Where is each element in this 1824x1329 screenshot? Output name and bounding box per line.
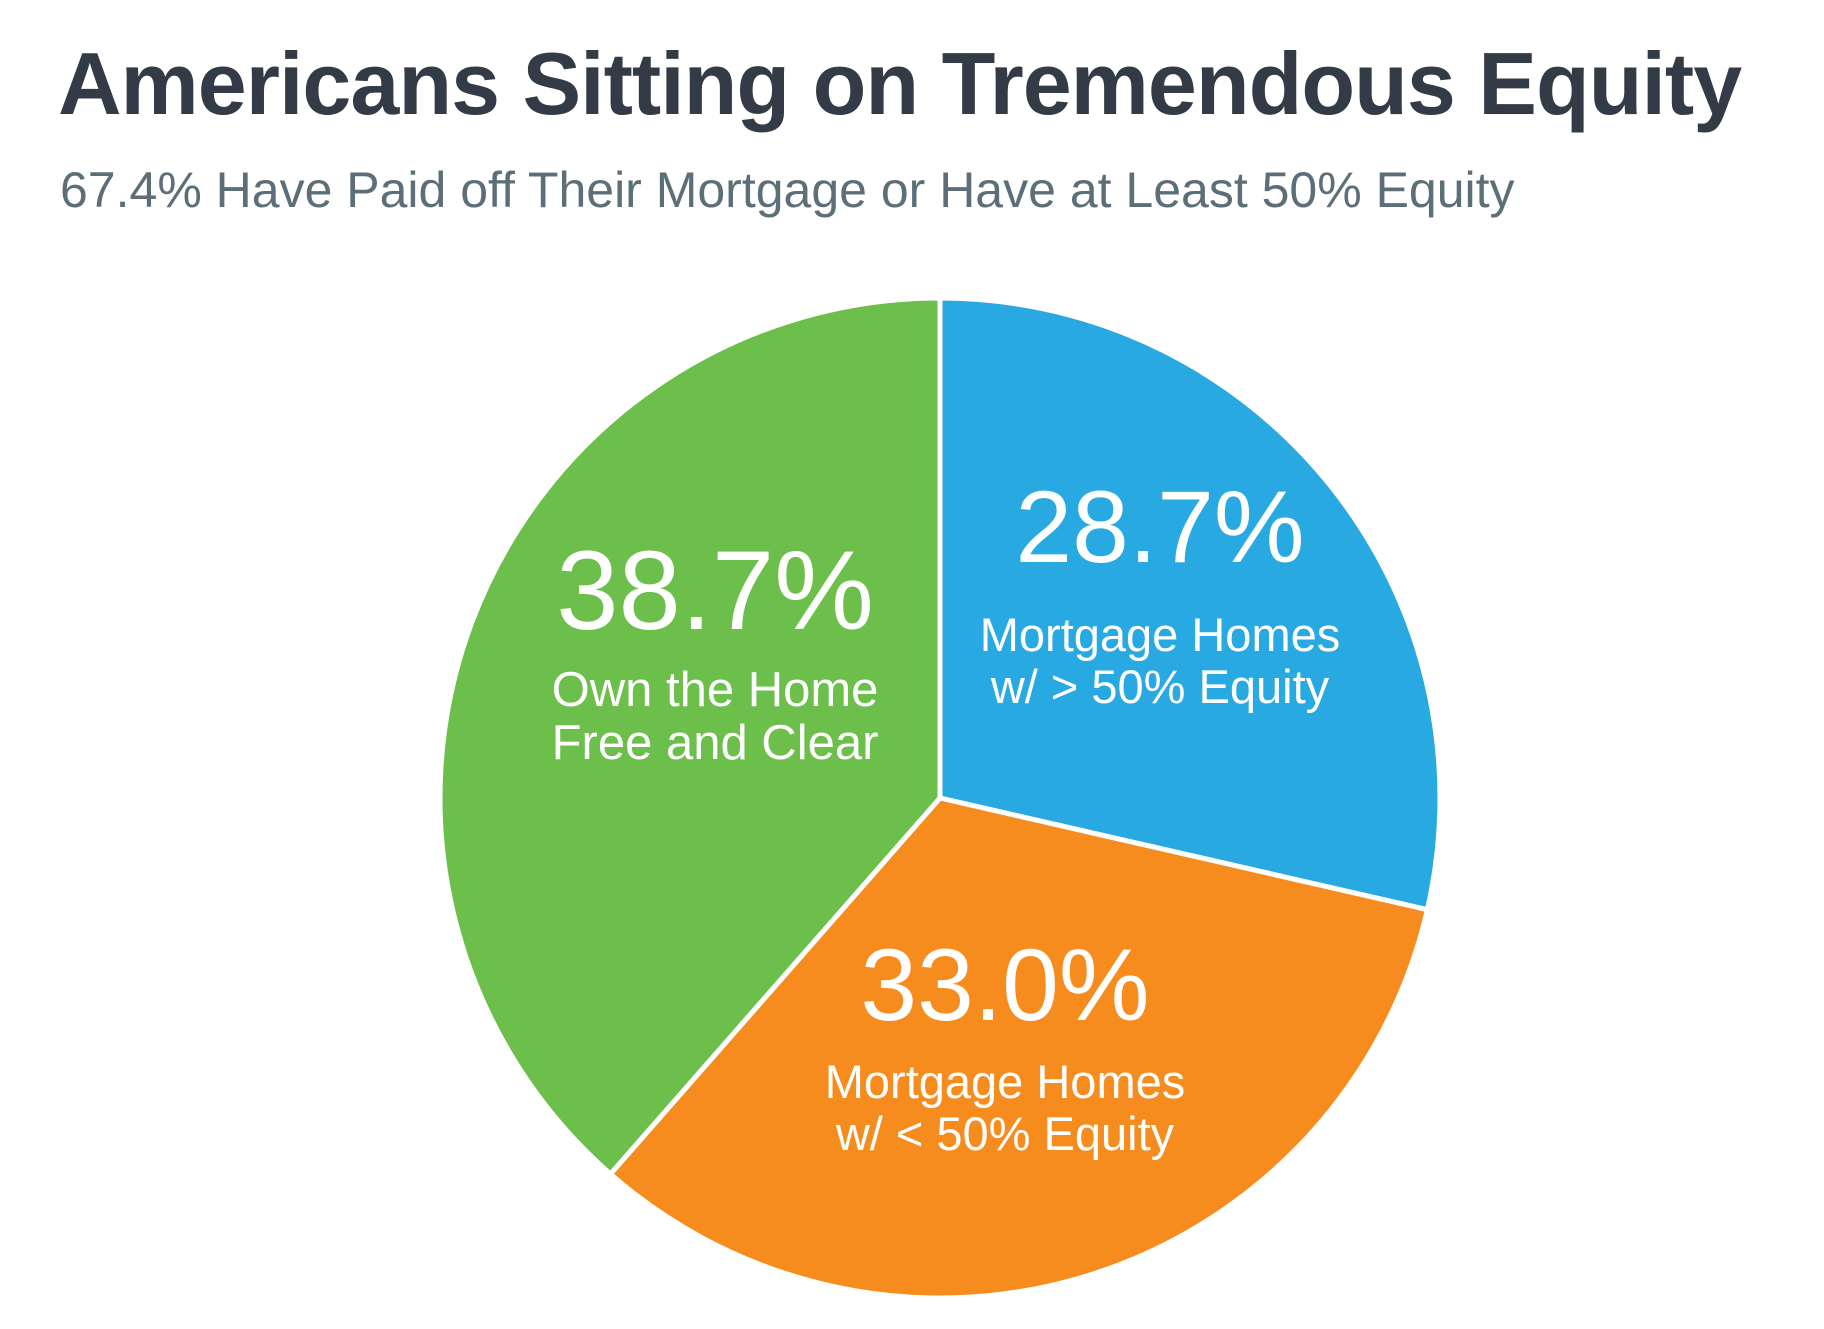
slice-caption-free-line2: Free and Clear xyxy=(551,716,879,771)
pie-chart: 28.7% Mortgage Homes w/ > 50% Equity 33.… xyxy=(437,295,1443,1301)
pie-svg xyxy=(437,295,1443,1301)
slice-caption-free: Own the Home Free and Clear xyxy=(365,662,1065,772)
slice-caption-gt50-line1: Mortgage Homes xyxy=(979,608,1341,662)
slice-label-own-free-clear: 38.7% Own the Home Free and Clear xyxy=(365,532,1065,771)
slice-value-gt50: 28.7% xyxy=(1015,470,1305,584)
pie-slice-free xyxy=(437,295,943,1177)
slice-caption-lt50-line2: w/ < 50% Equity xyxy=(835,1106,1175,1160)
chart-subtitle: 67.4% Have Paid off Their Mortgage or Ha… xyxy=(60,162,1515,218)
slice-caption-gt50-line2: w/ > 50% Equity xyxy=(990,659,1330,713)
pie-slice-gt50 xyxy=(937,295,1443,913)
slice-caption-lt50-line1: Mortgage Homes xyxy=(824,1055,1186,1109)
slice-value-free: 38.7% xyxy=(556,528,874,653)
slice-value-lt50: 33.0% xyxy=(860,928,1150,1042)
slice-caption-gt50: Mortgage Homes w/ > 50% Equity xyxy=(810,609,1510,712)
pie-slice-lt50 xyxy=(607,795,1430,1301)
slice-label-mortgage-lt50: 33.0% Mortgage Homes w/ < 50% Equity xyxy=(655,928,1355,1159)
chart-title: Americans Sitting on Tremendous Equity xyxy=(58,34,1742,133)
slice-caption-lt50: Mortgage Homes w/ < 50% Equity xyxy=(655,1056,1355,1159)
slice-label-mortgage-gt50: 28.7% Mortgage Homes w/ > 50% Equity xyxy=(810,470,1510,712)
slice-caption-free-line1: Own the Home xyxy=(551,662,879,717)
